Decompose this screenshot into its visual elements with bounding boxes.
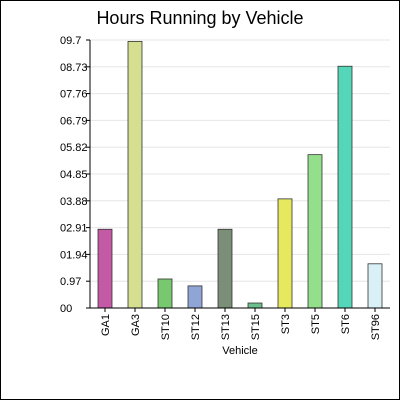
y-tick-label: 09.7 [60,35,81,47]
y-tick-labels: 00 0.97 01.94 02.91 03.88 04.85 05.82 06.79 07.7… [60,35,90,315]
x-tick-label: ST6 [340,314,352,334]
x-tick-label: ST10 [160,314,172,340]
chart-title: Hours Running by Vehicle [96,8,304,28]
y-tick-label: 07.76 [60,89,88,101]
bar-st3 [277,198,293,309]
bar-st12 [187,285,203,309]
bar-st96 [367,263,383,309]
x-tick-label: ST12 [190,314,202,340]
y-tick-label: 08.73 [60,62,88,74]
bar-st15 [247,302,263,309]
bar-st5 [307,154,323,309]
y-tick-label: 05.82 [60,142,88,154]
y-tick-label: 04.85 [60,169,88,181]
bar-st10 [157,278,173,309]
bar-ga1 [97,228,113,309]
bar-st6 [337,65,353,309]
x-tick-label: GA3 [130,314,142,336]
x-tick-labels: GA1 GA3 ST10 ST12 ST13 ST15 ST3 ST5 ST6 ST96 [100,308,382,340]
bar-ga3 [127,40,143,309]
x-tick-label: ST13 [220,314,232,340]
y-tick-label: 00 [60,303,72,315]
y-tick-label: 06.79 [60,115,88,127]
x-tick-label: ST96 [370,314,382,340]
y-tick-label: 02.91 [60,223,88,235]
y-tick-label: 0.97 [60,276,81,288]
x-tick-label: ST15 [250,314,262,340]
y-tick-label: 01.94 [60,249,88,261]
bar-st13 [217,228,233,309]
x-tick-label: GA1 [100,314,112,336]
bars [97,40,383,309]
x-tick-label: ST5 [310,314,322,334]
x-tick-label: ST3 [280,314,292,334]
y-tick-label: 03.88 [60,196,88,208]
x-axis-title: Vehicle [222,345,257,357]
